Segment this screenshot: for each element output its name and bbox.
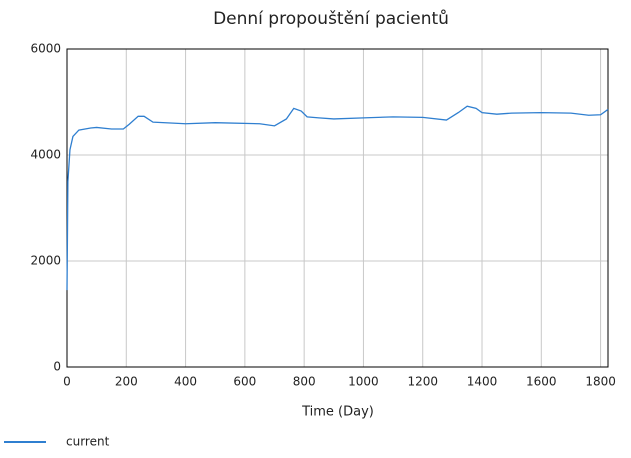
x-tick-label: 1000 — [348, 375, 379, 389]
x-tick-label: 1200 — [407, 375, 438, 389]
chart-title: Denní propouštění pacientů — [213, 9, 449, 29]
data-line — [66, 105, 609, 291]
x-axis-label: Time (Day) — [301, 405, 374, 420]
plot-frame — [66, 48, 609, 368]
x-tick-label: 1400 — [467, 375, 498, 389]
x-tick-label: 600 — [233, 375, 256, 389]
x-tick-label: 1600 — [526, 375, 557, 389]
x-tick-label: 800 — [293, 375, 316, 389]
y-tick-label: 6000 — [30, 42, 61, 56]
x-tick-label: 200 — [115, 375, 138, 389]
y-tick-label: 4000 — [30, 148, 61, 162]
x-tick-label: 0 — [63, 375, 71, 389]
y-tick-label: 0 — [53, 360, 61, 374]
legend-label: current — [66, 435, 110, 449]
y-tick-label: 2000 — [30, 254, 61, 268]
x-tick-label: 400 — [174, 375, 197, 389]
x-tick-label: 1800 — [585, 375, 616, 389]
